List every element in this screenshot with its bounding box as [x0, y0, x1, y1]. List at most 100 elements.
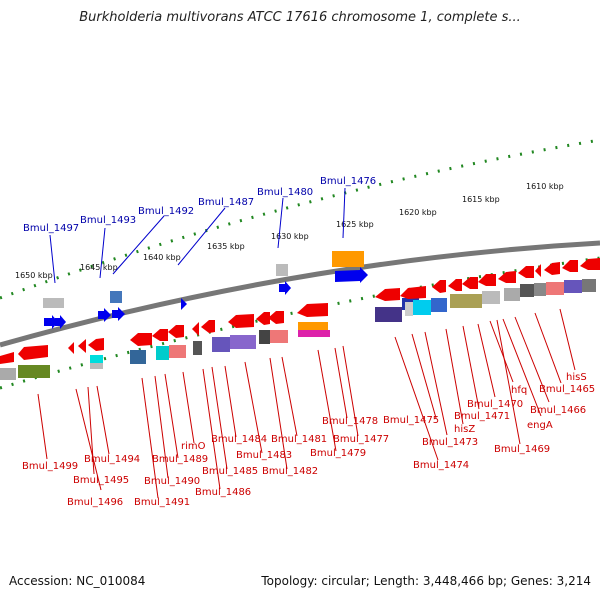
scale-arc-inner [0, 256, 600, 390]
gene-arrow [580, 258, 600, 270]
topology-text: Topology: circular; Length: 3,448,466 bp… [261, 574, 591, 588]
gene-block [130, 350, 146, 364]
gene-block [230, 335, 256, 349]
gene-block [212, 337, 230, 352]
gene-arrow [400, 286, 426, 299]
gene-label: Bmul_1473 [422, 437, 478, 448]
gene-arrow [297, 303, 328, 317]
gene-arrow [268, 311, 284, 324]
gene-arrow [55, 315, 66, 329]
gene-arrow [498, 271, 516, 283]
gene-arrow [112, 307, 125, 321]
scale-label: 1615 kbp [462, 195, 500, 204]
gene-arrow [192, 322, 199, 336]
gene-label: Bmul_1495 [73, 475, 129, 486]
gene-label: Bmul_1480 [257, 187, 313, 198]
gene-label: Bmul_1483 [236, 450, 292, 461]
gene-label: Bmul_1481 [271, 434, 327, 445]
gene-label: Bmul_1487 [198, 197, 254, 208]
scale-labels: 1650 kbp 1645 kbp 1640 kbp 1635 kbp 1630… [15, 182, 564, 280]
scale-label: 1635 kbp [207, 242, 245, 251]
gene-block [520, 284, 534, 297]
scale-label: 1645 kbp [80, 263, 118, 272]
gene-block [504, 288, 520, 301]
gene-block [90, 355, 103, 363]
gene-arrow [544, 262, 560, 275]
gene-block [0, 368, 16, 380]
gene-block [169, 345, 186, 358]
top-leaders [49, 187, 346, 284]
gene-block [110, 291, 122, 303]
gene-label: Bmul_1485 [202, 466, 258, 477]
gene-block [276, 264, 288, 276]
gene-block [298, 322, 328, 330]
gene-label: Bmul_1482 [262, 466, 318, 477]
gene-block [431, 298, 447, 312]
gene-arrow [98, 308, 111, 322]
gene-arrow [256, 312, 270, 325]
gene-block [156, 346, 169, 360]
gene-block [270, 330, 288, 343]
gene-block [18, 365, 50, 378]
reverse-genes [0, 258, 600, 380]
gene-label: hisZ [454, 424, 475, 435]
gene-arrow [152, 329, 168, 341]
gene-arrow [18, 345, 48, 360]
gene-label: Bmul_1491 [134, 497, 190, 508]
gene-block [450, 294, 482, 308]
gene-arrow [518, 266, 534, 278]
gene-arrow [88, 338, 104, 351]
gene-arrow [168, 325, 184, 338]
gene-arrow [448, 279, 462, 291]
scale-label: 1650 kbp [15, 271, 53, 280]
gene-block [259, 330, 270, 344]
gene-label: Bmul_1465 [539, 384, 595, 395]
bottom-labels: Bmul_1499 Bmul_1494 Bmul_1495 Bmul_1496 … [22, 372, 595, 508]
gene-label: Bmul_1470 [467, 399, 523, 410]
top-labels: Bmul_1497 Bmul_1493 Bmul_1492 Bmul_1487 … [23, 176, 376, 234]
gene-arrow [562, 260, 578, 272]
gene-label: Bmul_1496 [67, 497, 123, 508]
gene-label: Bmul_1476 [320, 176, 376, 187]
gene-label: hisS [566, 372, 587, 383]
map-title: Burkholderia multivorans ATCC 17616 chro… [79, 10, 521, 25]
gene-label: Bmul_1494 [84, 454, 140, 465]
scale-label: 1610 kbp [526, 182, 564, 191]
bottom-leaders [37, 308, 576, 499]
gene-block [43, 298, 64, 308]
gene-arrow [375, 288, 400, 301]
gene-arrow [78, 339, 86, 353]
gene-label: Bmul_1497 [23, 223, 79, 234]
scale-label: 1640 kbp [143, 253, 181, 262]
gene-block [298, 330, 330, 337]
genome-backbone [0, 240, 600, 348]
gene-label: Bmul_1492 [138, 206, 194, 217]
gene-block [332, 251, 364, 267]
gene-label: Bmul_1466 [530, 405, 586, 416]
gene-label: rimO [181, 441, 206, 452]
gene-arrow [181, 298, 187, 310]
gene-block [193, 341, 202, 355]
gene-label: engA [527, 420, 553, 431]
scale-label: 1625 kbp [336, 220, 374, 229]
gene-block [375, 307, 402, 322]
gene-block [564, 280, 582, 293]
gene-label: Bmul_1490 [144, 476, 200, 487]
gene-block [582, 279, 596, 292]
gene-label: Bmul_1471 [454, 411, 510, 422]
gene-label: Bmul_1469 [494, 444, 550, 455]
gene-block [482, 291, 500, 304]
gene-label: Bmul_1484 [211, 434, 267, 445]
gene-arrow [279, 281, 291, 295]
gene-arrow [0, 352, 14, 364]
gene-label: Bmul_1479 [310, 448, 366, 459]
gene-block [90, 363, 103, 369]
gene-arrow [228, 314, 254, 328]
gene-label: Bmul_1499 [22, 461, 78, 472]
gene-label: Bmul_1493 [80, 215, 136, 226]
gene-arrow [130, 333, 152, 346]
gene-label: Bmul_1489 [152, 454, 208, 465]
gene-arrow [44, 315, 58, 329]
accession-text: Accession: NC_010084 [9, 574, 146, 588]
